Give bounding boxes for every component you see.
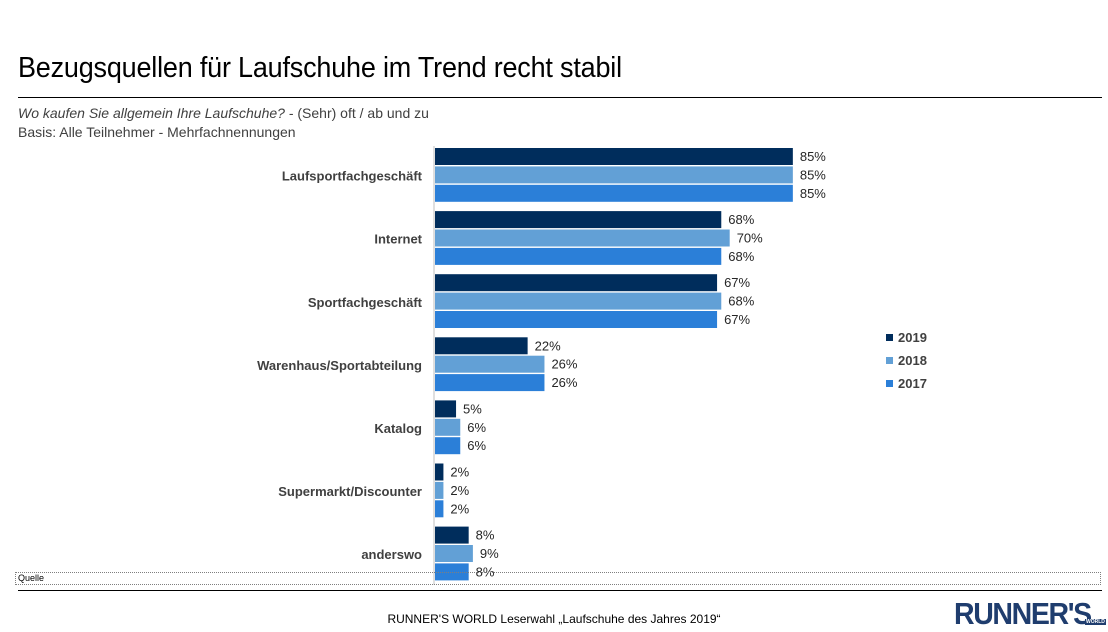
bar-warenhaus-sportabteilung-2018	[435, 355, 545, 373]
bar-supermarkt-discounter-2018	[435, 481, 444, 499]
legend-swatch	[886, 357, 893, 364]
chart-subtitle: Wo kaufen Sie allgemein Ihre Laufschuhe?…	[18, 105, 429, 121]
bar-warenhaus-sportabteilung-2019	[435, 337, 528, 355]
bar-laufsportfachgesch-ft-2019	[435, 148, 793, 165]
runners-world-logo-small: WORLD	[1085, 619, 1106, 625]
bar-supermarkt-discounter-2017	[435, 500, 444, 518]
bar-laufsportfachgesch-ft-2018	[435, 166, 793, 184]
legend-label: 2019	[898, 330, 927, 345]
category-label: anderswo	[361, 547, 422, 562]
data-label-katalog-2017: 6%	[467, 438, 486, 453]
bar-anderswo-2017	[435, 563, 469, 581]
legend-swatch	[886, 334, 893, 341]
bar-sportfachgesch-ft-2018	[435, 292, 722, 310]
data-label-warenhaus-sportabteilung-2019: 22%	[535, 338, 561, 353]
category-label: Warenhaus/Sportabteilung	[257, 358, 422, 373]
data-label-warenhaus-sportabteilung-2018: 26%	[551, 357, 577, 372]
data-label-internet-2017: 68%	[728, 249, 754, 264]
data-label-laufsportfachgesch-ft-2017: 85%	[800, 186, 826, 201]
category-label: Supermarkt/Discounter	[278, 484, 422, 499]
bar-sportfachgesch-ft-2019	[435, 274, 718, 292]
bar-anderswo-2019	[435, 526, 469, 544]
data-label-katalog-2019: 5%	[463, 401, 482, 416]
data-label-katalog-2018: 6%	[467, 420, 486, 435]
category-label: Laufsportfachgeschäft	[282, 169, 423, 184]
legend-swatch	[886, 380, 893, 387]
data-label-warenhaus-sportabteilung-2017: 26%	[551, 375, 577, 390]
footer-divider	[18, 590, 1102, 591]
source-label: Quelle	[18, 573, 45, 583]
bar-anderswo-2018	[435, 545, 473, 562]
bar-katalog-2018	[435, 418, 461, 436]
data-label-sportfachgesch-ft-2019: 67%	[724, 275, 750, 290]
data-label-supermarkt-discounter-2017: 2%	[450, 501, 469, 516]
subtitle-question: Wo kaufen Sie allgemein Ihre Laufschuhe?	[18, 105, 285, 121]
runners-world-logo: RUNNER'S	[954, 596, 1092, 631]
basis-note: Basis: Alle Teilnehmer - Mehrfachnennung…	[18, 124, 296, 140]
bar-internet-2017	[435, 247, 722, 265]
legend-item-2018: 2018	[886, 349, 927, 372]
bar-supermarkt-discounter-2019	[435, 463, 444, 481]
data-label-anderswo-2017: 8%	[476, 564, 495, 579]
data-label-laufsportfachgesch-ft-2018: 85%	[800, 167, 826, 182]
title-divider	[18, 97, 1102, 98]
data-label-sportfachgesch-ft-2018: 68%	[728, 294, 754, 309]
legend-item-2019: 2019	[886, 326, 927, 349]
category-label: Internet	[374, 232, 422, 247]
chart-title: Bezugsquellen für Laufschuhe im Trend re…	[18, 52, 622, 84]
data-label-laufsportfachgesch-ft-2019: 85%	[800, 149, 826, 164]
bar-internet-2018	[435, 229, 730, 247]
data-label-sportfachgesch-ft-2017: 67%	[724, 312, 750, 327]
chart-legend: 2019 2018 2017	[886, 326, 927, 395]
data-label-anderswo-2019: 8%	[476, 528, 495, 543]
legend-item-2017: 2017	[886, 372, 927, 395]
legend-label: 2018	[898, 353, 927, 368]
source-box: Quelle	[15, 572, 1101, 585]
footer-text: RUNNER'S WORLD Leserwahl „Laufschuhe des…	[387, 612, 721, 626]
category-label: Katalog	[374, 421, 422, 436]
bar-katalog-2019	[435, 400, 457, 418]
data-label-supermarkt-discounter-2018: 2%	[450, 483, 469, 498]
category-label: Sportfachgeschäft	[308, 295, 423, 310]
data-label-anderswo-2018: 9%	[480, 546, 499, 561]
bar-warenhaus-sportabteilung-2017	[435, 374, 545, 392]
bar-laufsportfachgesch-ft-2017	[435, 184, 793, 202]
bar-sportfachgesch-ft-2017	[435, 311, 718, 328]
bar-internet-2019	[435, 211, 722, 229]
legend-label: 2017	[898, 376, 927, 391]
bar-katalog-2017	[435, 437, 461, 455]
subtitle-rest: - (Sehr) oft / ab und zu	[284, 105, 429, 121]
data-label-supermarkt-discounter-2019: 2%	[450, 465, 469, 480]
data-label-internet-2019: 68%	[728, 212, 754, 227]
data-label-internet-2018: 70%	[737, 231, 763, 246]
